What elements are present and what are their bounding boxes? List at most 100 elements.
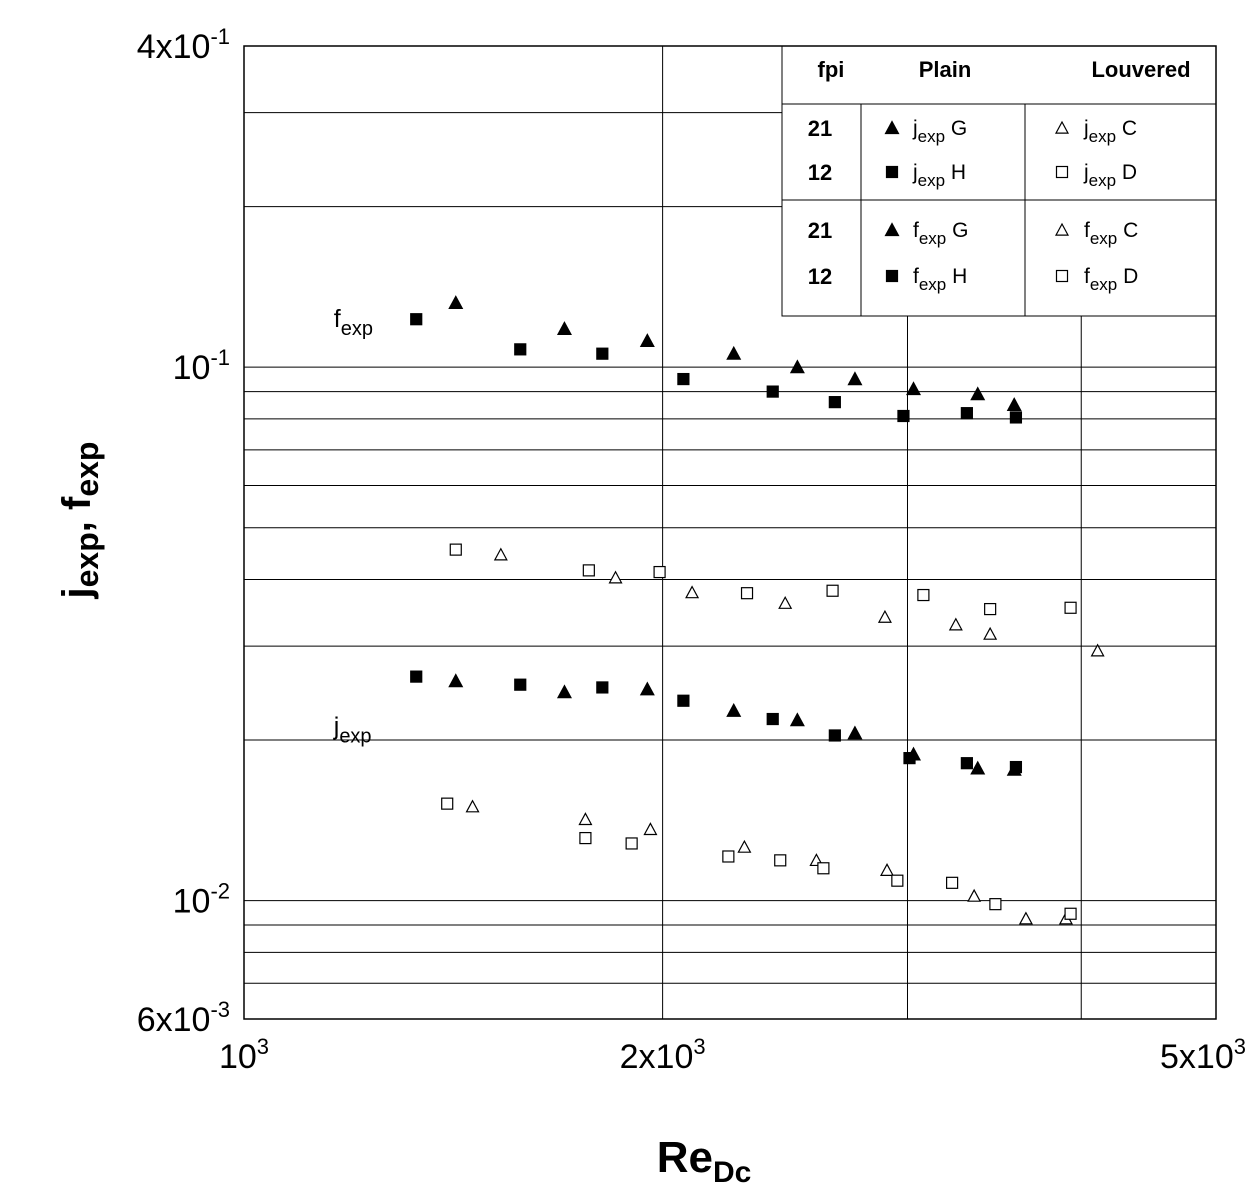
filled-square-marker	[960, 757, 973, 770]
filled-square-marker	[514, 343, 527, 356]
series-j-exp-c	[465, 799, 1073, 925]
open-square-marker	[449, 543, 462, 556]
y-tick-label: 10-1	[173, 345, 230, 387]
filled-triangle-marker	[905, 381, 922, 396]
series-annotations: fexp jexp	[333, 305, 373, 747]
filled-square-marker	[1009, 411, 1023, 424]
open-triangle-marker	[948, 617, 963, 631]
open-square-marker	[826, 584, 839, 597]
open-triangle-marker	[880, 863, 895, 876]
open-square-marker	[582, 564, 595, 577]
legend-fpi-value: 12	[808, 160, 832, 185]
filled-square-marker	[766, 385, 779, 398]
x-tick-label: 103	[219, 1034, 269, 1076]
legend-entry-label: fexp H	[913, 265, 967, 294]
open-triangle-marker	[685, 585, 700, 599]
filled-square-marker	[1009, 760, 1023, 774]
open-square-marker	[722, 850, 735, 863]
legend-square-filled-marker	[885, 269, 899, 283]
open-square-marker	[917, 588, 930, 602]
filled-square-marker	[828, 396, 841, 409]
legend-entry-label: jexp G	[912, 117, 967, 146]
open-triangle-marker	[465, 799, 480, 813]
filled-triangle-marker	[556, 321, 572, 335]
series-j-exp-h	[410, 670, 1023, 774]
filled-triangle-marker	[639, 681, 655, 696]
y-tick-label: 4x10-1	[137, 24, 230, 66]
x-axis-title: ReDc	[657, 1133, 752, 1189]
open-triangle-marker	[778, 595, 793, 609]
filled-square-marker	[514, 678, 527, 691]
x-tick-label: 5x103	[1160, 1034, 1246, 1076]
open-square-marker	[653, 565, 666, 579]
filled-square-marker	[596, 681, 609, 694]
series-group-label: fexp	[334, 305, 373, 340]
legend-entry-label: jexp H	[912, 161, 966, 190]
filled-square-marker	[903, 752, 916, 765]
filled-square-marker	[766, 712, 779, 726]
y-tick-label: 6x10-3	[137, 997, 230, 1039]
legend-column-header: Plain	[919, 57, 972, 82]
legend-square-open-marker	[1055, 165, 1069, 179]
open-square-marker	[891, 874, 904, 887]
legend-column-header: fpi	[818, 57, 845, 82]
open-triangle-marker	[1018, 911, 1033, 925]
open-triangle-marker	[1090, 643, 1105, 657]
legend-column-header: Louvered	[1091, 57, 1190, 82]
filled-triangle-marker	[789, 712, 805, 727]
grid	[244, 46, 1216, 1019]
open-square-marker	[740, 587, 754, 600]
open-square-marker	[1064, 907, 1077, 920]
open-square-marker	[579, 831, 592, 845]
legend-square-filled-marker	[885, 165, 899, 179]
filled-triangle-marker	[726, 702, 742, 717]
filled-triangle-marker	[1006, 397, 1022, 411]
open-square-marker	[441, 797, 454, 810]
open-triangle-marker	[608, 570, 623, 584]
y-axis-title: jexp, fexp	[55, 442, 105, 600]
open-square-marker	[774, 854, 787, 867]
y-tick-label: 10-2	[173, 879, 230, 921]
legend-fpi-value: 21	[808, 116, 832, 141]
series-j-exp-g	[448, 673, 1022, 776]
filled-triangle-marker	[448, 673, 464, 688]
axis-titles: ReDc jexp, fexp	[55, 442, 751, 1189]
open-triangle-marker	[983, 626, 998, 640]
open-square-marker	[625, 837, 638, 850]
legend-entry-label: fexp G	[913, 219, 968, 248]
open-triangle-marker	[643, 822, 658, 836]
filled-triangle-marker	[970, 760, 986, 775]
filled-square-marker	[677, 372, 690, 386]
filled-triangle-marker	[789, 359, 805, 374]
series-f-exp-g	[448, 295, 1022, 411]
legend-entry-label: jexp C	[1083, 117, 1137, 146]
filled-triangle-marker	[448, 295, 464, 309]
series-f-exp-h	[410, 313, 1023, 424]
filled-triangle-marker	[847, 371, 863, 386]
legend-triangle-open-marker	[1054, 222, 1070, 236]
filled-square-marker	[828, 729, 841, 742]
open-square-marker	[989, 898, 1002, 911]
open-triangle-marker	[493, 547, 508, 561]
open-triangle-marker	[877, 609, 892, 623]
open-square-marker	[984, 602, 997, 616]
plot-area-frame	[243, 45, 1217, 1020]
data-markers	[410, 295, 1105, 925]
open-triangle-marker	[578, 812, 593, 826]
series-f-exp-d	[449, 543, 1077, 616]
series-group-label: jexp	[333, 712, 372, 747]
x-tick-label: 2x103	[620, 1034, 706, 1076]
filled-square-marker	[897, 409, 910, 423]
legend: fpi Plain Louvered 21 jexp G jexp C 12 jexp H je…	[781, 45, 1217, 317]
open-triangle-marker	[737, 839, 752, 853]
legend-triangle-open-marker	[1054, 120, 1070, 134]
open-square-marker	[946, 876, 959, 889]
filled-triangle-marker	[556, 684, 572, 699]
open-triangle-marker	[967, 888, 982, 902]
series-f-exp-c	[493, 547, 1105, 657]
legend-box	[781, 45, 1217, 317]
open-square-marker	[817, 862, 830, 875]
filled-square-marker	[410, 670, 423, 683]
